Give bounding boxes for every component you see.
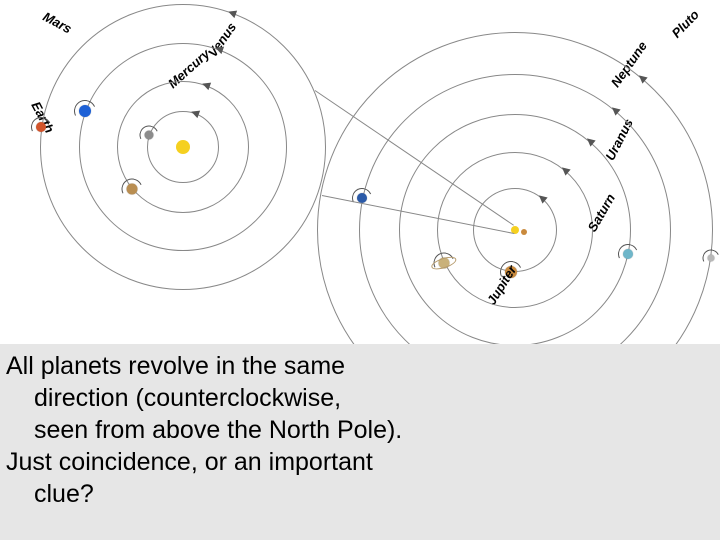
caption-text-block: All planets revolve in the samedirection… [0, 344, 720, 540]
sun [176, 140, 190, 154]
caption-line: clue? [6, 478, 712, 510]
caption-line: direction (counterclockwise, [6, 382, 712, 414]
slide-stage: MercuryVenusEarthMarsJupiterSaturnUranus… [0, 0, 720, 540]
label-pluto: Pluto [669, 7, 702, 41]
caption-line: seen from above the North Pole). [6, 414, 712, 446]
caption-line: All planets revolve in the same [6, 350, 712, 382]
caption-line: Just coincidence, or an important [6, 446, 712, 478]
inner-system-marker-2 [521, 229, 527, 235]
label-mars: Mars [40, 9, 74, 36]
